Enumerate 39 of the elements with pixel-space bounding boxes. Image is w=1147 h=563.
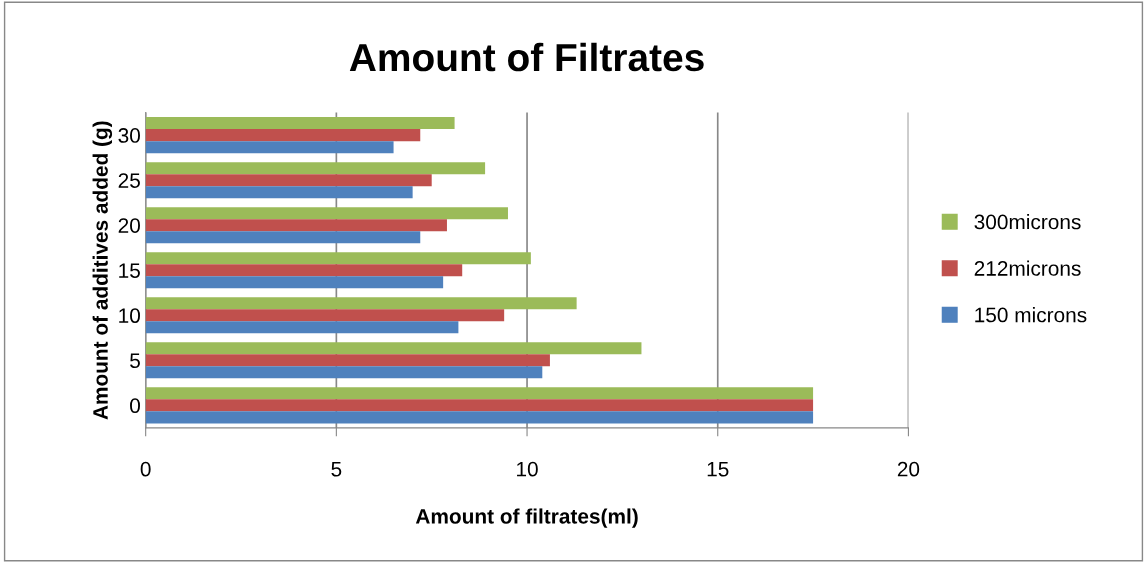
- y-tick-label: 30: [118, 128, 140, 143]
- bar: [145, 321, 459, 334]
- chart-title: Amount of Filtrates: [349, 42, 704, 72]
- x-tick-label: 0: [140, 461, 151, 477]
- x-tick-label: 5: [331, 461, 342, 477]
- bar: [145, 207, 508, 220]
- bar: [145, 411, 814, 424]
- bar: [145, 186, 413, 199]
- y-tick-label: 20: [118, 218, 140, 233]
- bar: [145, 174, 432, 187]
- y-tick-label: 10: [119, 308, 140, 324]
- y-tick-label: 0: [130, 398, 140, 414]
- bar: [145, 129, 421, 142]
- bar: [145, 117, 455, 130]
- legend-label: 300microns: [974, 214, 1081, 230]
- bar: [145, 399, 814, 412]
- bar: [145, 309, 505, 322]
- bar: [145, 354, 550, 367]
- x-axis-title: Amount of filtrates(ml): [415, 508, 638, 528]
- bar: [145, 162, 486, 175]
- legend-label: 150 microns: [975, 307, 1087, 323]
- bar: [145, 252, 531, 265]
- bar: [145, 297, 577, 310]
- bar: [145, 387, 814, 400]
- x-tick-label: 20: [897, 461, 920, 477]
- bar: [145, 264, 463, 277]
- bar: [145, 231, 421, 244]
- bar: [145, 276, 444, 289]
- bar: [145, 219, 447, 232]
- y-axis-title: Amount of additives added (g): [92, 121, 113, 420]
- bar: [145, 366, 543, 379]
- bar: [145, 141, 394, 154]
- legend-label: 212microns: [974, 260, 1081, 276]
- bar: [145, 342, 642, 355]
- x-tick-label: 15: [707, 461, 729, 477]
- x-tick-label: 10: [517, 461, 538, 477]
- y-tick-label: 15: [119, 263, 140, 278]
- y-tick-label: 5: [130, 353, 140, 369]
- y-tick-label: 25: [118, 173, 140, 188]
